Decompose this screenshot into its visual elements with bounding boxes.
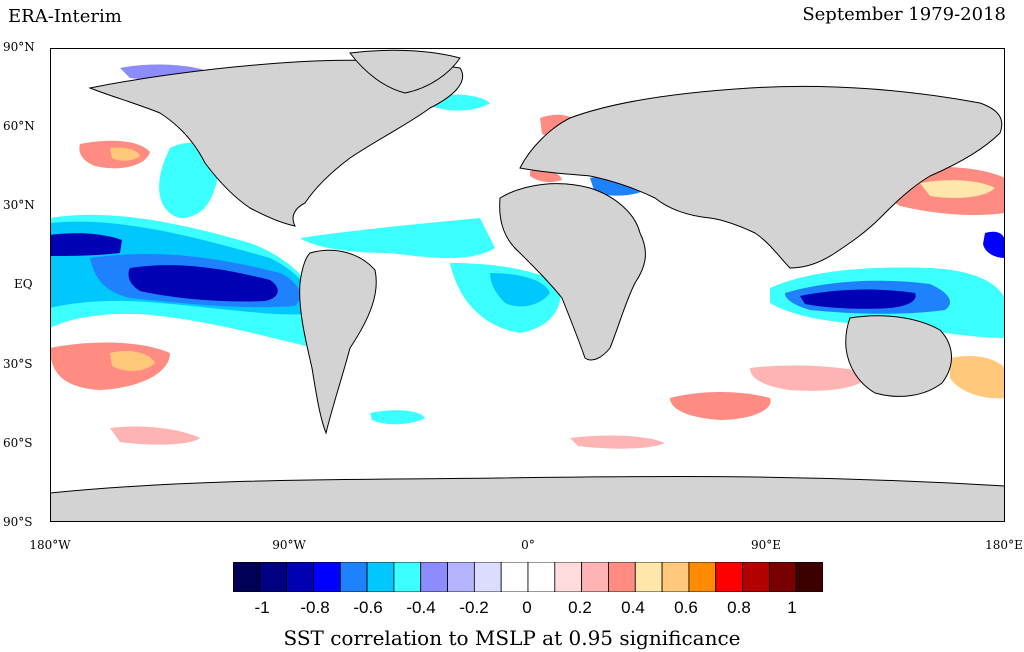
colorbar-swatch (500, 562, 529, 592)
south-pacific-orange-patch (110, 351, 155, 371)
colorbar-swatch (313, 562, 341, 592)
colorbar-swatch (661, 562, 690, 592)
colorbar-swatch (473, 562, 502, 592)
colorbar-swatch (554, 562, 583, 592)
period-title: September 1979-2018 (802, 4, 1006, 25)
lon-label-0: 0° (521, 538, 535, 552)
colorbar-swatch (688, 562, 717, 592)
colorbar (233, 562, 823, 592)
colorbar-swatch (715, 562, 743, 592)
colorbar-tick-label: 0.4 (621, 598, 645, 617)
colorbar-swatch (233, 562, 261, 592)
colorbar-tick-label: -0.4 (406, 598, 436, 617)
maritime-core-region (800, 289, 916, 309)
colorbar-swatch (527, 562, 556, 592)
north-america (88, 59, 464, 227)
caribbean-cyan-region (300, 218, 495, 258)
lon-label-90w: 90°W (272, 538, 306, 552)
map-frame (50, 48, 1005, 522)
south-america (299, 249, 377, 435)
colorbar-swatch (742, 562, 770, 592)
colorbar-caption: SST correlation to MSLP at 0.95 signific… (283, 626, 741, 650)
lat-label-60s: 60°S (3, 436, 33, 450)
australia (845, 315, 952, 397)
correlation-shading (50, 64, 1005, 449)
tasman-orange-region (950, 356, 1005, 399)
colorbar-tick-label: 0.2 (568, 598, 592, 617)
south-indian-pink-strip (750, 365, 870, 391)
colorbar-tick-label: -0.8 (300, 598, 330, 617)
lat-label-60n: 60°N (3, 119, 35, 133)
central-pacific-core (50, 233, 122, 256)
south-atlantic-cyan-patch (370, 410, 425, 425)
colorbar-tick-label: -0.6 (353, 598, 383, 617)
colorbar-tick-label: 1 (787, 598, 797, 617)
north-pacific-orange-patch (110, 147, 140, 161)
colorbar-swatch (393, 562, 422, 592)
tropical-atlantic-core (490, 273, 550, 307)
greenland (349, 49, 461, 94)
lat-label-90s: 90°S (3, 515, 33, 529)
colorbar-tick-label: 0 (522, 598, 532, 617)
colorbar-swatch (795, 562, 823, 592)
south-indian-pink-region (670, 392, 771, 420)
lon-label-180w: 180°W (29, 538, 71, 552)
antarctica (50, 475, 1005, 522)
land-masses (50, 49, 1005, 522)
colorbar-swatch (608, 562, 636, 592)
colorbar-swatch (447, 562, 475, 592)
colorbar-swatch (420, 562, 448, 592)
colorbar-swatch (634, 562, 663, 592)
dataset-title: ERA-Interim (8, 6, 122, 27)
west-pacific-yellow-patch (920, 180, 995, 198)
colorbar-swatch (768, 562, 797, 592)
south-pacific-pink-strip (110, 426, 200, 445)
pacific-core-region (128, 265, 278, 302)
lat-label-30s: 30°S (3, 357, 33, 371)
lon-label-180e: 180°E (985, 538, 1023, 552)
colorbar-tick-label: 0.8 (727, 598, 751, 617)
colorbar-tick-label: -1 (254, 598, 270, 617)
southern-ocean-pink-strip (570, 435, 665, 449)
africa (499, 183, 646, 361)
colorbar-swatch (366, 562, 395, 592)
lat-label-90n: 90°N (3, 40, 35, 54)
colorbar-swatch (339, 562, 368, 592)
lat-label-eq: EQ (14, 277, 33, 291)
lon-label-90e: 90°E (750, 538, 782, 552)
world-map (50, 48, 1005, 522)
colorbar-swatch (259, 562, 288, 592)
colorbar-swatch (286, 562, 314, 592)
lat-label-30n: 30°N (3, 198, 35, 212)
colorbar-tick-label: 0.6 (674, 598, 698, 617)
west-pacific-core (983, 231, 1005, 258)
eurasia (519, 85, 1003, 269)
colorbar-swatch (581, 562, 609, 592)
colorbar-tick-label: -0.2 (459, 598, 489, 617)
